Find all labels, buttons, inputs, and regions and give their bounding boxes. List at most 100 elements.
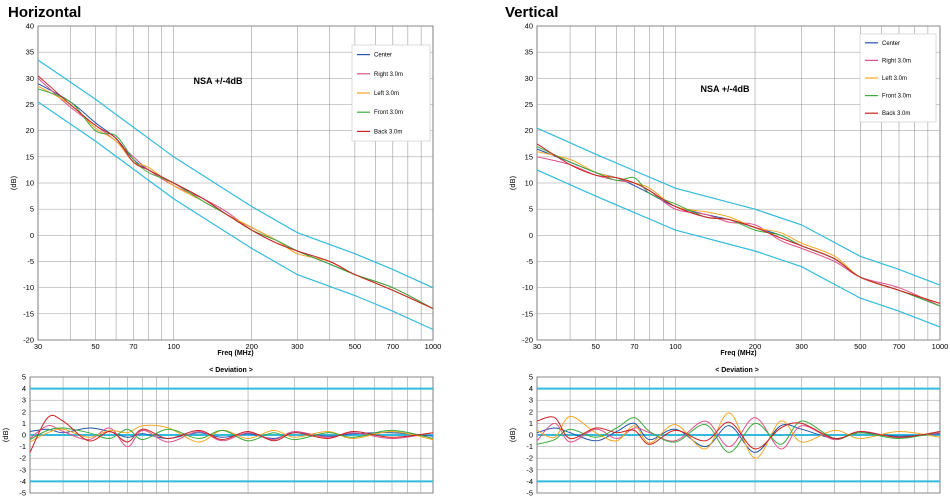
h-main-ytick-label: 5 xyxy=(30,205,34,214)
h-main-limit-line-upper xyxy=(37,59,434,289)
h-dev-plot: 5 4 3 2 1 0 -1 -2 -3 -4 -5 (dB) xyxy=(1,373,434,498)
deviation-title-horizontal: < Deviation > xyxy=(209,367,253,374)
v-main-xtick-label: 50 xyxy=(592,342,600,351)
h-main-ytick-label: 30 xyxy=(26,74,34,83)
v-main-limit-line-upper xyxy=(536,127,941,286)
v-main-ytick-label: 10 xyxy=(525,179,533,188)
h-dev-ytick-label: 1 xyxy=(22,419,26,428)
v-main-series-back-3-0m xyxy=(536,143,941,304)
v-main-xtick-label: 100 xyxy=(669,342,682,351)
h-main-xtick-label: 30 xyxy=(34,342,42,351)
v-main-ytick-label: 5 xyxy=(529,205,533,214)
v-main-xtick-label: 1000 xyxy=(932,342,949,351)
h-main-ytick-label: 10 xyxy=(26,179,34,188)
v-main-ytick-label: 40 xyxy=(525,22,533,31)
h-dev-ytick-label: 3 xyxy=(22,396,26,405)
h-dev-ytick-label: -2 xyxy=(19,454,26,463)
h-main-ytick-label: 0 xyxy=(30,231,34,240)
v-main-ytick-label: -10 xyxy=(522,283,533,292)
h-main-legend-label: Left 3.0m xyxy=(374,91,399,97)
v-dev-ytick-label: 0 xyxy=(529,431,533,440)
v-main-ytick-label: 15 xyxy=(525,152,533,161)
h-main-ytick-label: -20 xyxy=(23,336,34,345)
h-main-legend: Center Right 3.0m Left 3.0m Front 3.0m Back … xyxy=(351,44,431,142)
h-dev-series-front-3-0m xyxy=(29,427,434,442)
v-main-ytick-label: -5 xyxy=(526,257,533,266)
v-main-ylabel: (dB) xyxy=(508,175,517,190)
v-dev-series-back-3-0m xyxy=(536,416,941,450)
v-dev-ytick-label: -4 xyxy=(526,477,533,486)
h-dev-ytick-label: 0 xyxy=(22,431,26,440)
h-main-legend-label: Center xyxy=(374,53,392,59)
h-main-xtick-label: 200 xyxy=(245,342,258,351)
h-main-ytick-label: -15 xyxy=(23,309,34,318)
h-dev-series-back-3-0m xyxy=(29,414,434,453)
h-dev-ytick-label: -3 xyxy=(19,465,26,474)
h-main-legend-label: Front 3.0m xyxy=(374,110,403,116)
v-dev-ytick-label: 2 xyxy=(529,407,533,416)
h-dev-series-left-3-0m xyxy=(29,424,434,443)
v-dev-ytick-label: 3 xyxy=(529,396,533,405)
h-dev-ytick-label: 4 xyxy=(22,384,26,393)
v-dev-ytick-label: -5 xyxy=(526,489,533,498)
v-main-legend: Center Right 3.0m Left 3.0m Front 3.0m Back … xyxy=(859,33,937,123)
v-main-ytick-label: 30 xyxy=(525,74,533,83)
deviation-title-vertical: < Deviation > xyxy=(715,367,759,374)
v-dev-ytick-label: 1 xyxy=(529,419,533,428)
v-main-ytick-label: 20 xyxy=(525,126,533,135)
h-main-ytick-label: 40 xyxy=(26,22,34,31)
v-dev-ytick-label: -1 xyxy=(526,442,533,451)
v-main-xtick-label: 30 xyxy=(533,342,541,351)
v-dev-series-left-3-0m xyxy=(536,412,941,459)
v-dev-ytick-label: 5 xyxy=(529,373,533,382)
h-main-xtick-label: 300 xyxy=(291,342,304,351)
v-main-legend-label: Left 3.0m xyxy=(882,76,907,82)
h-main-annotation: NSA +/-4dB xyxy=(194,76,243,86)
v-main-xtick-label: 300 xyxy=(795,342,808,351)
h-main-ytick-label: 15 xyxy=(26,152,34,161)
h-main-xtick-label: 70 xyxy=(129,342,137,351)
v-main-limit-line-lower xyxy=(536,169,941,328)
h-dev-ytick-label: 2 xyxy=(22,407,26,416)
h-main-series-back-3-0m xyxy=(37,75,434,310)
v-main-ytick-label: 35 xyxy=(525,48,533,57)
v-main-ytick-label: 25 xyxy=(525,100,533,109)
h-main-ytick-label: -10 xyxy=(23,283,34,292)
v-dev-series-front-3-0m xyxy=(536,417,941,453)
h-main-legend-label: Back 3.0m xyxy=(374,129,402,135)
v-main-xtick-label: 200 xyxy=(749,342,762,351)
h-main-xtick-label: 700 xyxy=(387,342,400,351)
v-dev-ytick-label: 4 xyxy=(529,384,533,393)
h-dev-ytick-label: -5 xyxy=(19,489,26,498)
v-dev-ytick-label: -3 xyxy=(526,465,533,474)
v-main-legend-label: Right 3.0m xyxy=(882,58,911,64)
v-main-legend-label: Front 3.0m xyxy=(882,94,911,100)
h-main-limit-line-lower xyxy=(37,101,434,331)
v-main-annotation: NSA +/-4dB xyxy=(701,84,750,94)
v-main-xtick-label: 500 xyxy=(854,342,867,351)
h-dev-series-right-3-0m xyxy=(29,425,434,448)
chart-title-horizontal: Horizontal xyxy=(8,4,81,21)
v-dev-ylabel: (dB) xyxy=(508,427,517,442)
v-main-xtick-label: 70 xyxy=(630,342,638,351)
v-main-legend-label: Back 3.0m xyxy=(882,111,910,117)
v-main-ytick-label: -15 xyxy=(522,309,533,318)
h-main-legend-label: Right 3.0m xyxy=(374,72,403,78)
v-main-ytick-label: -20 xyxy=(522,336,533,345)
v-dev-ytick-label: -2 xyxy=(526,454,533,463)
chart-title-vertical: Vertical xyxy=(505,4,558,21)
h-dev-ytick-label: 5 xyxy=(22,373,26,382)
h-main-xtick-label: 1000 xyxy=(425,342,442,351)
h-main-xtick-label: 100 xyxy=(167,342,180,351)
v-main-xlabel: Freq (MHz) xyxy=(720,350,756,357)
h-main-xlabel: Freq (MHz) xyxy=(217,350,253,357)
v-main-legend-label: Center xyxy=(882,41,900,47)
h-main-series-front-3-0m xyxy=(37,88,434,310)
v-main-ytick-label: 0 xyxy=(529,231,533,240)
h-main-ylabel: (dB) xyxy=(9,175,18,190)
h-main-ytick-label: 25 xyxy=(26,100,34,109)
v-main-xtick-label: 700 xyxy=(893,342,906,351)
